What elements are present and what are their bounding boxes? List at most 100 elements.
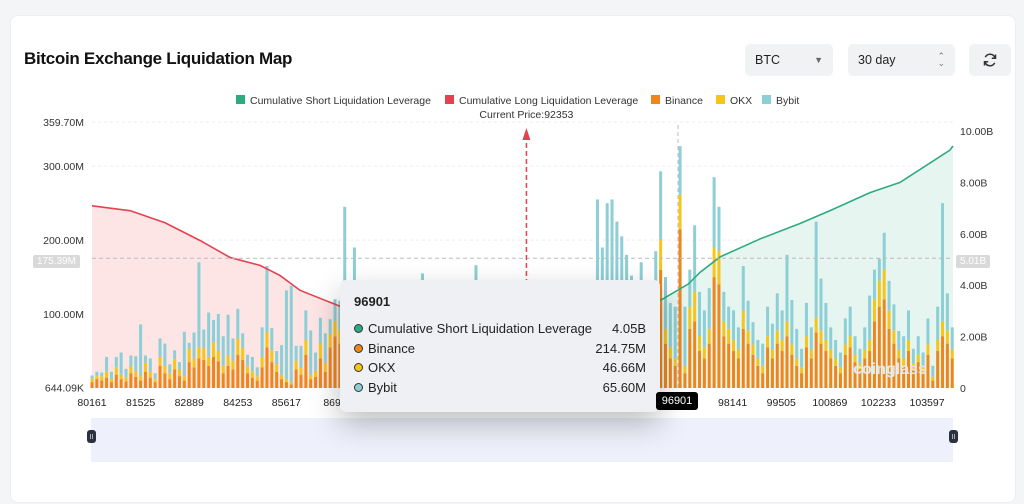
bar-okx (139, 376, 143, 381)
binance-dot-icon (354, 343, 363, 353)
bar-bybit (800, 348, 804, 368)
bar-bybit (299, 345, 303, 369)
bar-binance (105, 377, 109, 388)
bar-okx (688, 306, 692, 329)
bar-binance (328, 347, 332, 388)
short-dot-icon (354, 324, 363, 334)
y-right-tick-label: 4.00B (960, 280, 987, 292)
bar-bybit (95, 371, 99, 377)
bar-okx (202, 348, 206, 360)
bar-binance (804, 347, 808, 388)
bar-okx (872, 299, 876, 322)
bar-okx (921, 367, 925, 374)
bar-okx (304, 339, 308, 355)
bar-bybit (761, 343, 765, 366)
bar-binance (751, 354, 755, 388)
bar-binance (260, 367, 264, 388)
bar-bybit (173, 350, 177, 360)
tooltip-value: 214.75M (595, 340, 646, 356)
bar-okx (785, 321, 789, 337)
tooltip-value: 65.60M (602, 379, 646, 395)
refresh-button[interactable] (969, 44, 1011, 76)
bar-okx (814, 317, 818, 333)
x-tick-label: 81525 (126, 397, 155, 409)
x-tick-label: 102233 (861, 397, 896, 409)
updown-chevron-icon: ⌃ ⌄ (937, 51, 945, 68)
bar-binance (819, 343, 823, 388)
bar-binance (177, 376, 181, 388)
bar-bybit (766, 306, 770, 337)
bar-binance (109, 382, 113, 388)
bar-okx (124, 377, 128, 382)
bar-bybit (702, 310, 706, 348)
bar-okx (207, 356, 211, 366)
range-slider[interactable] (91, 418, 953, 462)
bar-okx (163, 365, 167, 374)
legend-item: Bybit (776, 95, 799, 107)
bar-okx (299, 368, 303, 375)
bar-binance (892, 343, 896, 388)
bar-bybit (280, 345, 284, 375)
bar-binance (134, 376, 138, 388)
bar-bybit (780, 310, 784, 340)
bar-bybit (615, 221, 619, 326)
bar-binance (936, 351, 940, 388)
bar-binance (727, 343, 731, 388)
bar-okx (148, 371, 152, 378)
bar-binance (221, 373, 225, 388)
bar-okx (941, 321, 945, 337)
bar-binance (168, 379, 172, 388)
bar-bybit (153, 373, 157, 380)
bar-binance (241, 359, 245, 388)
bar-okx (255, 376, 259, 381)
bar-bybit (129, 355, 133, 367)
bar-binance (698, 351, 702, 388)
bar-okx (114, 367, 118, 375)
bar-bybit (868, 295, 872, 340)
bar-binance (659, 269, 663, 388)
bar-binance (780, 351, 784, 388)
bar-okx (197, 347, 201, 359)
bar-bybit (945, 293, 949, 331)
bar-bybit (804, 302, 808, 337)
bar-bybit (736, 327, 740, 350)
bar-okx (333, 321, 337, 337)
bar-bybit (250, 356, 254, 372)
range-handle-right[interactable] (949, 430, 958, 443)
bar-binance (236, 354, 240, 388)
bar-okx (795, 358, 799, 366)
bar-bybit (318, 317, 322, 344)
bar-binance (887, 328, 891, 388)
bar-okx (732, 339, 736, 352)
bar-bybit (931, 365, 935, 377)
bar-binance (100, 380, 104, 388)
x-tick-label: 100869 (812, 397, 847, 409)
tooltip-row-short: Cumulative Short Liquidation Leverage 4.0… (354, 319, 646, 339)
bar-binance (868, 351, 872, 388)
bar-bybit (610, 199, 614, 292)
bar-okx (843, 344, 847, 355)
y-right-tick-label: 8.00B (960, 177, 987, 189)
bar-okx (318, 343, 322, 359)
period-select[interactable]: 30 day ⌃ ⌄ (848, 44, 955, 76)
bar-bybit (323, 333, 327, 363)
coin-select[interactable]: BTC ▼ (745, 44, 833, 76)
bar-bybit (688, 269, 692, 307)
bar-bybit (829, 327, 833, 350)
bar-okx (824, 339, 828, 352)
range-handle-left[interactable] (87, 430, 96, 443)
bar-okx (907, 339, 911, 352)
bar-bybit (921, 352, 925, 368)
bar-bybit (663, 277, 667, 329)
bar-binance (333, 336, 337, 388)
bar-binance (902, 365, 906, 388)
y-right-tick-label: 6.00B (960, 229, 987, 241)
bar-bybit (950, 327, 954, 350)
bar-okx (173, 359, 177, 370)
bar-bybit (100, 372, 104, 377)
bar-bybit (119, 352, 123, 375)
bar-bybit (114, 356, 118, 368)
bar-okx (673, 358, 677, 366)
bar-binance (683, 373, 687, 388)
bar-okx (746, 330, 750, 344)
